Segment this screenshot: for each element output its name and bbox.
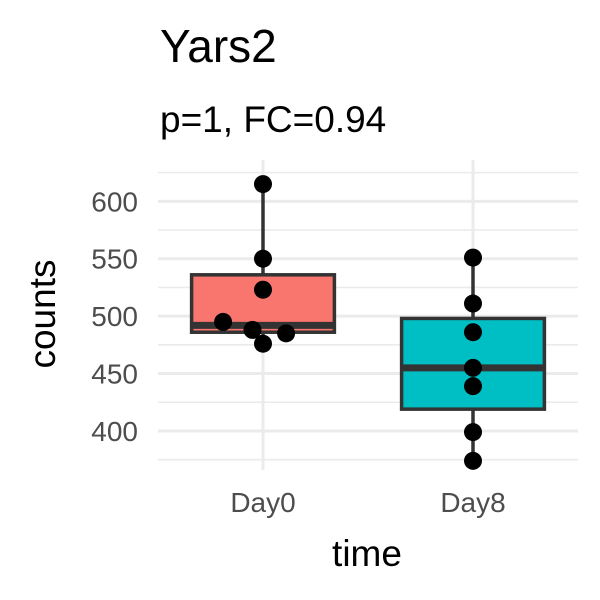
- y-tick-label: 550: [91, 244, 138, 275]
- x-tick-label-day8: Day8: [440, 487, 505, 518]
- data-point-day0: [254, 250, 272, 268]
- box-series: [192, 184, 545, 461]
- data-point-day8: [464, 423, 482, 441]
- y-tick-label: 400: [91, 416, 138, 447]
- y-tick-label: 600: [91, 186, 138, 217]
- data-point-day0: [254, 175, 272, 193]
- data-point-day0: [254, 335, 272, 353]
- chart-title: Yars2: [160, 20, 277, 72]
- data-point-day8: [464, 295, 482, 313]
- chart-subtitle: p=1, FC=0.94: [160, 99, 386, 140]
- data-point-day8: [464, 359, 482, 377]
- data-point-day0: [254, 281, 272, 299]
- y-tick-labels: 400 450 500 550 600: [91, 186, 138, 447]
- y-axis-title: counts: [22, 259, 63, 368]
- y-tick-label: 450: [91, 359, 138, 390]
- data-point-day8: [464, 249, 482, 267]
- y-tick-label: 500: [91, 301, 138, 332]
- data-point-day8: [464, 452, 482, 470]
- x-tick-label-day0: Day0: [230, 487, 295, 518]
- data-point-day8: [464, 323, 482, 341]
- data-point-day8: [464, 377, 482, 395]
- data-point-day0: [277, 324, 295, 342]
- data-point-day0: [214, 313, 232, 331]
- x-axis-title: time: [332, 533, 402, 574]
- x-tick-labels: Day0 Day8: [230, 487, 505, 518]
